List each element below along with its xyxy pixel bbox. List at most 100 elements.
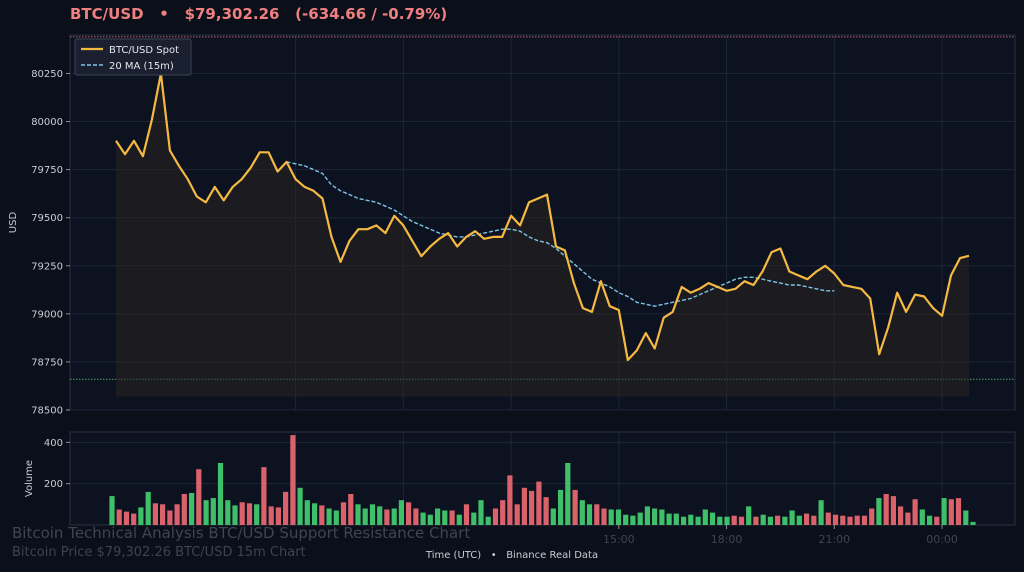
- volume-bar: [326, 508, 332, 525]
- volume-bar: [673, 513, 679, 525]
- volume-bar: [659, 509, 665, 525]
- volume-bar: [225, 500, 231, 525]
- volume-bar: [738, 516, 745, 525]
- volume-bar: [695, 516, 701, 525]
- volume-bar: [109, 496, 115, 525]
- volume-bar: [847, 516, 853, 525]
- volume-bar: [927, 515, 933, 525]
- y-tick-label: 79750: [31, 165, 63, 176]
- volume-bar: [854, 515, 860, 525]
- y-tick-label: 79000: [31, 309, 63, 320]
- volume-bar: [471, 512, 477, 525]
- volume-bar: [362, 508, 368, 525]
- volume-bar: [572, 489, 578, 525]
- volume-bar: [601, 508, 607, 525]
- volume-bar: [283, 491, 289, 525]
- volume-bar: [160, 504, 166, 525]
- footer-separator: •: [490, 550, 497, 561]
- volume-bar: [536, 481, 542, 525]
- volume-bar: [594, 504, 600, 525]
- legend-box: [74, 38, 192, 76]
- volume-bar: [796, 515, 802, 525]
- volume-bar: [861, 515, 868, 525]
- volume-bar: [456, 514, 462, 525]
- volume-bar: [297, 487, 303, 525]
- volume-bar: [152, 503, 158, 525]
- y-tick-label: 78500: [31, 406, 63, 417]
- legend-label-ma: 20 MA (15m): [109, 61, 174, 72]
- volume-bar: [333, 510, 339, 525]
- volume-bar: [586, 504, 593, 525]
- volume-bar: [369, 504, 376, 525]
- volume-bar: [521, 487, 527, 525]
- volume-bar: [174, 504, 180, 525]
- spot-series-line: [115, 72, 970, 362]
- volume-bar: [355, 504, 361, 525]
- volume-bar: [123, 511, 130, 525]
- volume-bar: [427, 514, 433, 525]
- y-tick-label: 80000: [31, 117, 63, 128]
- volume-bar: [239, 502, 245, 525]
- volume-bar: [435, 508, 441, 525]
- volume-bar: [782, 516, 788, 525]
- ma-series-line: [286, 161, 835, 307]
- volume-bar: [319, 505, 325, 525]
- pair-label: BTC/USD: [70, 5, 144, 23]
- y-tick-label: 80250: [31, 69, 63, 80]
- watermark-title: Bitcoin Technical Analysis BTC/USD Suppo…: [12, 524, 471, 542]
- volume-bar: [811, 515, 817, 525]
- current-price: $79,302.26: [184, 5, 280, 23]
- volume-bar: [543, 497, 549, 525]
- volume-bar: [268, 506, 274, 525]
- y-tick-label: 79500: [31, 213, 63, 224]
- volume-bar: [963, 510, 969, 525]
- volume-bar: [934, 516, 940, 525]
- volume-tick-label: 400: [44, 438, 63, 449]
- volume-bar: [210, 498, 216, 525]
- volume-bar: [420, 512, 426, 525]
- chart-legend: BTC/USD Spot 20 MA (15m): [74, 38, 192, 76]
- volume-bar: [232, 505, 238, 525]
- x-tick-label: 21:00: [818, 533, 850, 546]
- volume-bar: [941, 498, 947, 525]
- volume-bar: [181, 494, 187, 525]
- volume-y-axis-label: Volume: [24, 460, 35, 497]
- volume-bar: [189, 493, 195, 525]
- volume-bar: [644, 506, 650, 525]
- volume-bar: [760, 514, 766, 525]
- volume-bar: [514, 504, 520, 525]
- volume-bar: [384, 509, 390, 525]
- volume-bar: [775, 515, 781, 525]
- volume-bar: [637, 512, 643, 525]
- volume-bar: [717, 516, 723, 525]
- volume-bar: [746, 506, 752, 525]
- volume-bar: [145, 491, 151, 525]
- volume-bar: [167, 510, 173, 525]
- volume-bar: [246, 503, 253, 525]
- y-tick-label: 78750: [31, 357, 63, 368]
- x-axis-footer: Time (UTC) • Binance Real Data: [0, 550, 1024, 561]
- volume-bar: [724, 516, 730, 525]
- price-panel: 78500 78750 79000 79250 79500 79750 80000 80250…: [8, 34, 1016, 417]
- volume-bar: [449, 510, 455, 525]
- legend-label-spot: BTC/USD Spot: [109, 45, 179, 56]
- volume-bar: [492, 508, 499, 525]
- volume-bar: [398, 500, 404, 525]
- volume-bar: [709, 512, 716, 525]
- volume-bar: [615, 509, 622, 525]
- volume-bar: [818, 500, 824, 525]
- volume-bar: [377, 506, 383, 525]
- price-change: (-634.66 / -0.79%): [295, 5, 448, 23]
- volume-bar: [876, 498, 882, 525]
- spot-area-fill: [116, 73, 969, 397]
- volume-bar: [275, 507, 281, 525]
- volume-bar: [138, 507, 144, 525]
- volume-bar: [558, 489, 564, 525]
- volume-panel: 200 400 Volume 15:00 18:00 21:00 00:00: [24, 431, 1016, 546]
- volume-bar: [348, 494, 354, 525]
- volume-bar: [442, 510, 448, 525]
- volume-bar: [955, 498, 962, 525]
- x-tick-label: 15:00: [603, 533, 635, 546]
- header-separator: •: [159, 5, 169, 23]
- price-header: BTC/USD • $79,302.26 (-634.66 / -0.79%): [70, 5, 447, 23]
